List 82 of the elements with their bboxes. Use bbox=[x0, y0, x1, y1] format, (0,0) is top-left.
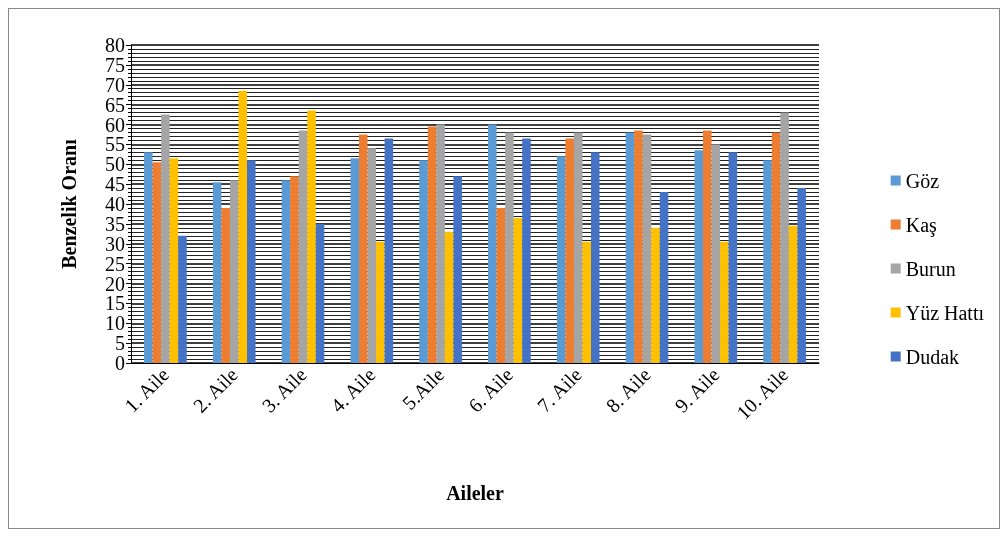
y-tick-label: 65 bbox=[105, 93, 125, 116]
y-tick-label: 70 bbox=[105, 73, 125, 96]
bar bbox=[376, 241, 385, 363]
legend-label: Burun bbox=[905, 257, 956, 280]
bar bbox=[522, 138, 531, 363]
bar bbox=[152, 162, 162, 363]
bar bbox=[144, 152, 153, 363]
x-axis-title: Aileler bbox=[446, 482, 504, 504]
x-tick-label: 4. Aile bbox=[326, 363, 380, 417]
y-tick-label: 10 bbox=[105, 312, 125, 335]
y-tick-label: 20 bbox=[105, 272, 125, 295]
bar bbox=[711, 144, 721, 363]
x-tick-label: 9. Aile bbox=[670, 363, 724, 417]
bar bbox=[161, 114, 170, 363]
bar bbox=[298, 130, 308, 363]
bar bbox=[642, 134, 652, 363]
y-tick-label: 55 bbox=[105, 133, 125, 156]
y-tick-label: 80 bbox=[105, 34, 125, 56]
bar bbox=[436, 124, 445, 363]
bar bbox=[771, 132, 781, 363]
y-tick-label: 30 bbox=[105, 232, 125, 255]
y-tick-label: 5 bbox=[115, 332, 125, 355]
bar bbox=[169, 158, 179, 363]
y-tick-label: 50 bbox=[105, 153, 125, 176]
bar bbox=[419, 160, 428, 363]
legend-label: Kaş bbox=[905, 213, 938, 237]
bar bbox=[556, 156, 566, 363]
bar bbox=[315, 223, 325, 363]
y-tick-label: 75 bbox=[105, 53, 125, 76]
bar bbox=[573, 132, 583, 363]
bar bbox=[625, 132, 635, 363]
bar bbox=[247, 160, 256, 363]
bar bbox=[488, 124, 497, 363]
bar bbox=[703, 130, 712, 363]
bar bbox=[350, 158, 359, 363]
y-tick-label: 0 bbox=[115, 352, 125, 374]
bar bbox=[505, 132, 514, 363]
bar bbox=[582, 241, 591, 363]
bar bbox=[496, 207, 506, 363]
bar bbox=[651, 227, 660, 363]
bar bbox=[367, 148, 377, 363]
y-tick-label: 60 bbox=[105, 113, 125, 136]
bar bbox=[513, 217, 523, 363]
y-axis-title: Benzelik Oranı bbox=[58, 138, 80, 269]
x-tick-label: 7. Aile bbox=[532, 363, 587, 417]
bar bbox=[659, 192, 669, 363]
bar bbox=[797, 188, 806, 363]
bar bbox=[444, 231, 454, 363]
bar bbox=[221, 207, 230, 363]
x-tick-label: 2. Aile bbox=[188, 363, 243, 417]
bar bbox=[178, 235, 187, 363]
y-tick-label: 15 bbox=[105, 292, 125, 315]
bar bbox=[238, 90, 247, 363]
x-tick-label: 10. Aile bbox=[732, 363, 793, 424]
bar bbox=[359, 134, 368, 363]
legend-label: Göz bbox=[905, 169, 940, 192]
bar bbox=[728, 152, 738, 363]
bar bbox=[591, 152, 600, 363]
y-tick-label: 25 bbox=[105, 252, 125, 275]
x-tick-label: 3. Aile bbox=[257, 363, 311, 417]
bar bbox=[720, 241, 729, 363]
bar bbox=[453, 176, 462, 363]
bar bbox=[634, 130, 643, 363]
x-tick-label: 6. Aile bbox=[463, 363, 518, 417]
bar bbox=[694, 150, 703, 363]
y-tick-label: 45 bbox=[105, 173, 125, 196]
y-tick-label: 35 bbox=[105, 212, 125, 235]
bar bbox=[788, 225, 798, 363]
bar bbox=[427, 126, 437, 363]
bar bbox=[212, 182, 222, 363]
legend-label: Dudak bbox=[905, 345, 960, 368]
bar bbox=[565, 138, 574, 363]
bar bbox=[290, 176, 299, 363]
bar bbox=[763, 160, 772, 363]
legend-label: Yüz Hattı bbox=[905, 301, 985, 324]
bar bbox=[384, 138, 394, 363]
bar bbox=[307, 110, 316, 363]
bar bbox=[281, 180, 291, 363]
x-tick-label: 8. Aile bbox=[601, 363, 655, 417]
y-tick-label: 40 bbox=[105, 193, 125, 215]
bar bbox=[229, 180, 239, 363]
bar bbox=[780, 112, 789, 363]
